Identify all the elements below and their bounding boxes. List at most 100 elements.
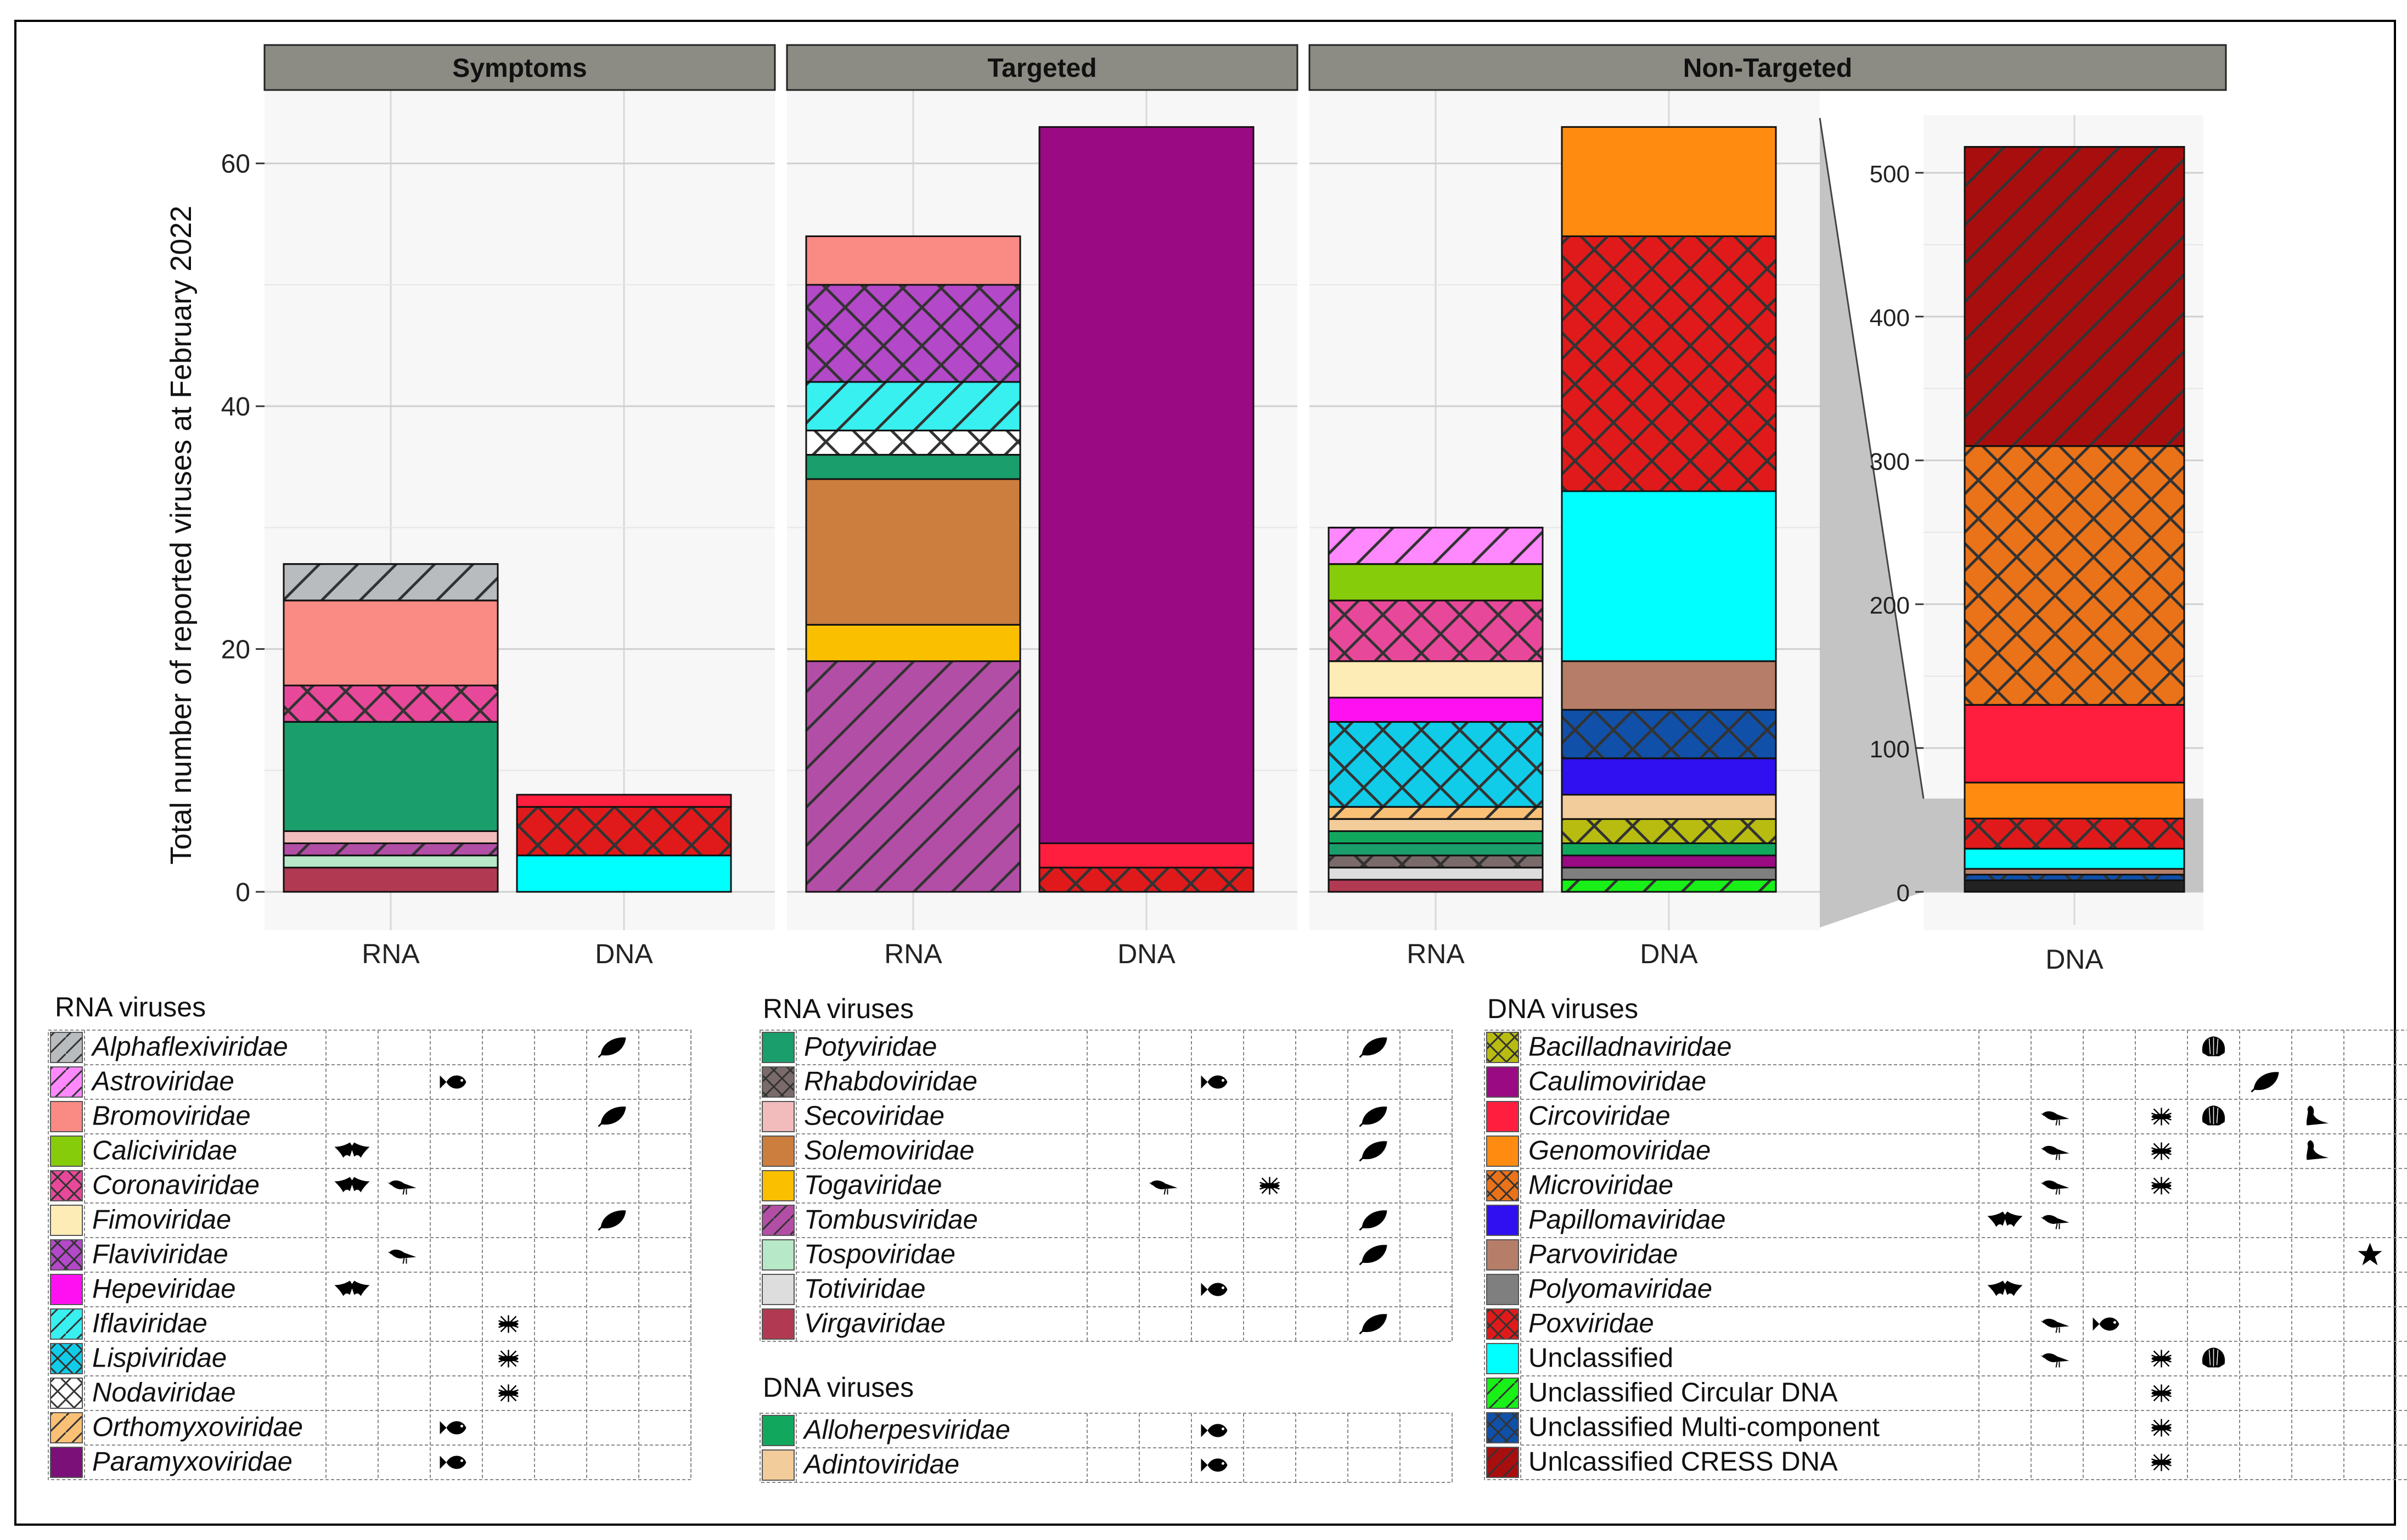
bar-segment-non-targeted-rna-caliciviridae [1328, 563, 1544, 602]
bird-icon [387, 1180, 417, 1195]
legend-label: Hepeviridae [92, 1274, 236, 1304]
bar-segment-inset-dna-circoviridae [1964, 704, 2185, 784]
bar-segment-symptoms-dna-unclassified [516, 855, 732, 893]
bird-icon [387, 1249, 417, 1264]
legend-key [762, 1449, 795, 1481]
legend-label: Astroviridae [91, 1067, 234, 1097]
fish-icon [1201, 1424, 1228, 1437]
legend-row-bacilladnaviridae: Bacilladnaviridae [1486, 1032, 2225, 1063]
legend-title-dna-3: DNA viruses [1487, 993, 1638, 1024]
bar-segment-targeted-rna-flaviviridae [805, 284, 1021, 383]
bar-segment-non-targeted-dna-adintoviridae [1561, 794, 1777, 820]
legend-label: Unclassified Multi-component [1528, 1413, 1880, 1442]
bar-segment-inset-dna-dna-small [1964, 879, 2185, 893]
legend-row-coronaviridae: Coronaviridae [50, 1168, 691, 1201]
bar-segment-inset-dna-unclassified [1964, 847, 2185, 870]
legend-row-circoviridae: Circoviridae [1486, 1099, 2407, 1132]
legend-row-unclassified-multi-component: Unclassified Multi-component [1486, 1410, 2407, 1443]
legend-label: Circoviridae [1528, 1101, 1671, 1131]
bar-segment-symptoms-dna-poxviridae [516, 806, 732, 857]
legend: Alphaflexiviridae Astroviridae Bromovirida… [48, 1030, 2407, 1483]
bar-segment-non-targeted-rna-alloherpesviridae [1328, 830, 1544, 845]
legend-row-microviridae: Microviridae [1486, 1168, 2407, 1201]
legend-row-flaviviridae: Flaviviridae [50, 1237, 691, 1271]
strip-targeted: Targeted [786, 44, 1298, 91]
fish-icon [440, 1421, 466, 1435]
legend-label: Paramyxoviridae [92, 1447, 293, 1477]
bat-icon [334, 1142, 370, 1158]
plant-icon [2251, 1072, 2279, 1093]
legend-key [1486, 1066, 1519, 1098]
legend-label: Fimoviridae [92, 1205, 231, 1235]
legend-row-alloherpesviridae: Alloherpesviridae [762, 1415, 1228, 1446]
bar-segment-non-targeted-rna-virgaviridae [1328, 879, 1544, 893]
x-tick-label: DNA [1640, 938, 1698, 969]
y-tick-label: 500 [1870, 161, 1910, 188]
plant-icon [1359, 1210, 1387, 1231]
legend-row-genomoviridae: Genomoviridae [1486, 1133, 2407, 1167]
fish-icon [2093, 1317, 2119, 1331]
bar-segment-non-targeted-dna-unclassified-circular-dna [1561, 879, 1777, 893]
seal-icon [2306, 1140, 2329, 1160]
bar-segment-non-targeted-rna-astroviridae [1328, 526, 1544, 565]
legend-row-papillomaviridae: Papillomaviridae [1486, 1202, 2407, 1236]
legend-row-solemoviridae: Solemoviridae [762, 1133, 1452, 1167]
legend-title-rna-1: RNA viruses [55, 992, 206, 1022]
bar-segment-targeted-rna-bromoviridae [805, 235, 1021, 286]
legend-label: Iflaviridae [92, 1309, 207, 1339]
legend-label: Virgaviridae [804, 1309, 946, 1339]
bar-segment-symptoms-rna-potyviridae [283, 721, 499, 832]
y-tick-label: 100 [1870, 736, 1910, 763]
bat-icon [1987, 1211, 2023, 1227]
legend-row-secoviridae: Secoviridae [762, 1099, 1452, 1132]
bar-segment-targeted-rna-tombusviridae [805, 660, 1021, 893]
insect-icon [498, 1350, 519, 1368]
insect-icon [2151, 1350, 2172, 1368]
legend-key [762, 1274, 795, 1305]
legend-row-polyomaviridae: Polyomaviridae [1486, 1272, 2407, 1305]
legend-label: Caliciviridae [92, 1136, 237, 1166]
bar-segment-non-targeted-dna-caulimoviridae [1561, 855, 1777, 869]
legend-label: Bromoviridae [92, 1101, 251, 1131]
fish-icon [1201, 1075, 1228, 1089]
legend-key [762, 1136, 795, 1167]
bar-segment-non-targeted-rna-fimoviridae [1328, 660, 1544, 699]
legend-key [762, 1415, 795, 1446]
insect-icon [2151, 1177, 2172, 1195]
legend-key [50, 1274, 83, 1305]
legend-row-paramyxoviridae: Paramyxoviridae [50, 1445, 691, 1478]
legend-title-dna-2: DNA viruses [763, 1372, 914, 1403]
legend-row-unclassified-circular-dna: Unclassified Circular DNA [1486, 1375, 2407, 1409]
bar-segment-non-targeted-dna-bacilladnaviridae [1561, 818, 1777, 845]
legend-row-orthomyxoviridae: Orthomyxoviridae [50, 1410, 691, 1443]
legend-label: Unclassified Circular DNA [1528, 1378, 1838, 1408]
legend-row-caliciviridae: Caliciviridae [50, 1133, 691, 1167]
bar-segment-targeted-rna-nodaviridae [805, 429, 1021, 456]
bar-segment-inset-dna-unlcassified-cress-dna [1964, 146, 2185, 447]
axes: RNA DNA RNA DNA RNA DNA 0 20 40 60 0 100 200 300 400 50… [221, 150, 2104, 975]
legend-key [50, 1101, 83, 1132]
legend-key [762, 1170, 795, 1201]
legend-label: Rhabdoviridae [804, 1067, 977, 1097]
strip-nontargeted-label: Non-Targeted [1683, 54, 1852, 83]
bar-segment-targeted-dna-caulimoviridae [1038, 126, 1255, 845]
strip-nontargeted: Non-Targeted [1308, 44, 2227, 91]
legend-label: Genomoviridae [1528, 1136, 1711, 1166]
legend-row-poxviridae: Poxviridae [1486, 1306, 2407, 1340]
x-tick-label: DNA [2045, 944, 2104, 975]
bars [283, 126, 2185, 893]
legend-row-togaviridae: Togaviridae [762, 1168, 1452, 1201]
legend-key [762, 1239, 795, 1271]
plant-icon [1359, 1245, 1387, 1266]
legend-label: Papillomaviridae [1528, 1205, 1726, 1235]
x-tick-label: RNA [362, 938, 420, 969]
bar-segment-non-targeted-dna-genomoviridae [1561, 126, 1777, 237]
plant-icon [598, 1106, 626, 1127]
bar-segment-symptoms-dna-circoviridae [516, 794, 732, 808]
legend-label: Totiviridae [804, 1274, 926, 1304]
bar-segment-symptoms-rna-tombusviridae [283, 842, 499, 857]
legend-key [1486, 1343, 1519, 1374]
bar-segment-targeted-rna-potyviridae [805, 454, 1021, 480]
legend-label: Nodaviridae [92, 1378, 236, 1408]
zoom-wedge-lower [1820, 892, 1924, 928]
